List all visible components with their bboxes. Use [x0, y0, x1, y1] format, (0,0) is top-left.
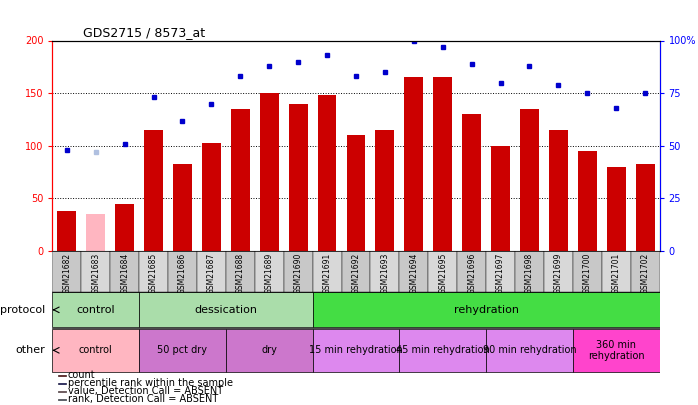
Bar [313, 329, 399, 372]
Bar [59, 391, 66, 392]
Text: dessication: dessication [194, 305, 258, 315]
Bar [283, 251, 313, 292]
Text: other: other [15, 345, 45, 355]
Text: value, Detection Call = ABSENT: value, Detection Call = ABSENT [68, 386, 223, 396]
Bar [110, 251, 139, 292]
Bar [631, 251, 660, 292]
Bar [226, 329, 313, 372]
Text: GSM21689: GSM21689 [265, 253, 274, 294]
Text: GSM21687: GSM21687 [207, 253, 216, 294]
Text: percentile rank within the sample: percentile rank within the sample [68, 378, 232, 388]
Bar [313, 251, 341, 292]
Bar [52, 329, 139, 372]
Bar [260, 93, 279, 251]
Bar [347, 135, 365, 251]
Bar [549, 130, 567, 251]
Bar [289, 104, 308, 251]
Text: GSM21684: GSM21684 [120, 253, 129, 294]
Bar [462, 114, 481, 251]
Text: dry: dry [261, 345, 277, 355]
Text: 360 min
rehydration: 360 min rehydration [588, 339, 644, 361]
Text: GSM21698: GSM21698 [525, 253, 534, 294]
Bar [491, 146, 510, 251]
Bar [573, 251, 602, 292]
Text: protocol: protocol [0, 305, 45, 315]
Text: control: control [76, 305, 115, 315]
Text: GSM21683: GSM21683 [91, 253, 101, 294]
Bar [52, 292, 139, 327]
Bar [318, 95, 336, 251]
Text: GSM21695: GSM21695 [438, 253, 447, 294]
Bar [376, 130, 394, 251]
Bar [231, 109, 250, 251]
Bar [313, 292, 660, 327]
Text: GSM21688: GSM21688 [236, 253, 245, 294]
Text: count: count [68, 371, 95, 380]
Text: GSM21699: GSM21699 [554, 253, 563, 294]
Bar [636, 164, 655, 251]
Text: GSM21700: GSM21700 [583, 253, 592, 294]
Bar [81, 251, 110, 292]
Bar [197, 251, 226, 292]
Text: GSM21691: GSM21691 [322, 253, 332, 294]
Bar [255, 251, 283, 292]
Text: rehydration: rehydration [454, 305, 519, 315]
Text: control: control [79, 345, 112, 355]
Bar [168, 251, 197, 292]
Bar [202, 143, 221, 251]
Text: 15 min rehydration: 15 min rehydration [309, 345, 403, 355]
Bar [602, 251, 631, 292]
Bar [87, 214, 105, 251]
Bar [173, 164, 192, 251]
Bar [578, 151, 597, 251]
Text: GSM21682: GSM21682 [62, 253, 71, 294]
Text: GSM21694: GSM21694 [409, 253, 418, 294]
Text: GSM21686: GSM21686 [178, 253, 187, 294]
Bar [52, 251, 81, 292]
Bar [139, 329, 226, 372]
Text: GSM21702: GSM21702 [641, 253, 650, 294]
Bar [433, 77, 452, 251]
Bar [115, 204, 134, 251]
Text: GDS2715 / 8573_at: GDS2715 / 8573_at [82, 26, 205, 39]
Bar [226, 251, 255, 292]
Bar [59, 399, 66, 400]
Text: GSM21696: GSM21696 [467, 253, 476, 294]
Bar [399, 329, 486, 372]
Bar [144, 130, 163, 251]
Bar [573, 329, 660, 372]
Bar [486, 329, 573, 372]
Bar [341, 251, 371, 292]
Text: GSM21697: GSM21697 [496, 253, 505, 294]
Bar [59, 375, 66, 376]
Bar [139, 251, 168, 292]
Bar [486, 251, 515, 292]
Text: GSM21685: GSM21685 [149, 253, 158, 294]
Bar [544, 251, 573, 292]
Bar [515, 251, 544, 292]
Text: 90 min rehydration: 90 min rehydration [483, 345, 577, 355]
Bar [520, 109, 539, 251]
Bar [457, 251, 486, 292]
Text: GSM21693: GSM21693 [380, 253, 389, 294]
Bar [59, 383, 66, 384]
Bar [371, 251, 399, 292]
Bar [399, 251, 429, 292]
Text: rank, Detection Call = ABSENT: rank, Detection Call = ABSENT [68, 394, 218, 404]
Bar [607, 167, 625, 251]
Text: 50 pct dry: 50 pct dry [158, 345, 207, 355]
Bar [139, 292, 313, 327]
Text: GSM21701: GSM21701 [611, 253, 621, 294]
Text: GSM21692: GSM21692 [352, 253, 360, 294]
Text: GSM21690: GSM21690 [294, 253, 303, 294]
Text: 45 min rehydration: 45 min rehydration [396, 345, 489, 355]
Bar [404, 77, 423, 251]
Bar [429, 251, 457, 292]
Bar [57, 211, 76, 251]
